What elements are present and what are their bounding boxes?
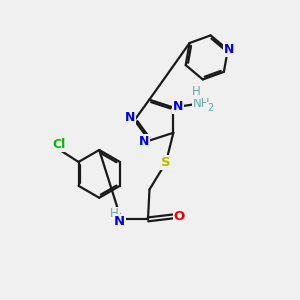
Text: 2: 2 [207, 103, 213, 112]
Text: N: N [125, 111, 135, 124]
Text: H: H [110, 208, 119, 220]
Text: N: N [139, 135, 149, 148]
Text: N: N [224, 43, 235, 56]
Text: NH: NH [193, 98, 211, 110]
Text: N: N [173, 100, 183, 112]
Text: O: O [174, 210, 185, 223]
Text: H: H [191, 85, 200, 98]
Text: S: S [161, 156, 171, 169]
Text: Cl: Cl [52, 138, 65, 152]
Text: N: N [114, 215, 125, 228]
